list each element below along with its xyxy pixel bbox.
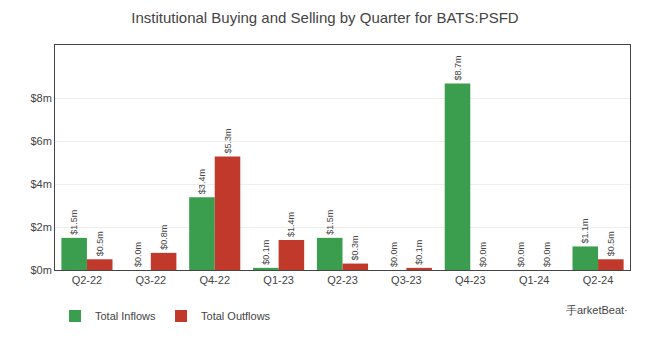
svg-text:$6m: $6m xyxy=(30,135,51,147)
svg-text:$8m: $8m xyxy=(30,92,51,104)
svg-text:$3.4m: $3.4m xyxy=(197,169,207,194)
svg-text:$0.1m: $0.1m xyxy=(261,240,271,265)
svg-text:Q1-23: Q1-23 xyxy=(263,274,294,286)
svg-text:Q3-22: Q3-22 xyxy=(136,274,167,286)
svg-text:Q4-22: Q4-22 xyxy=(199,274,230,286)
svg-text:Q2-22: Q2-22 xyxy=(72,274,103,286)
svg-text:$0.0m: $0.0m xyxy=(478,242,488,267)
svg-text:$0.5m: $0.5m xyxy=(95,231,105,256)
svg-text:$0.1m: $0.1m xyxy=(414,240,424,265)
svg-text:Institutional Buying and Selli: Institutional Buying and Selling by Quar… xyxy=(131,9,519,26)
svg-text:Q4-23: Q4-23 xyxy=(455,274,486,286)
svg-text:Q2-23: Q2-23 xyxy=(327,274,358,286)
svg-text:$1.5m: $1.5m xyxy=(325,210,335,235)
svg-text:$2m: $2m xyxy=(30,221,51,233)
svg-text:$0.3m: $0.3m xyxy=(350,236,360,261)
svg-text:$0.8m: $0.8m xyxy=(159,225,169,250)
svg-text:$4m: $4m xyxy=(30,178,51,190)
svg-text:$0m: $0m xyxy=(30,264,51,276)
svg-text:$0.0m: $0.0m xyxy=(542,242,552,267)
svg-text:$0.0m: $0.0m xyxy=(133,242,143,267)
svg-text:Q2-24: Q2-24 xyxy=(583,274,614,286)
svg-text:$1.5m: $1.5m xyxy=(69,210,79,235)
svg-text:Q1-24: Q1-24 xyxy=(519,274,550,286)
svg-text:Total Inflows: Total Inflows xyxy=(95,310,156,322)
svg-text:Q3-23: Q3-23 xyxy=(391,274,422,286)
svg-text:$8.7m: $8.7m xyxy=(453,56,463,81)
svg-text:$0.0m: $0.0m xyxy=(389,242,399,267)
svg-text:Total Outflows: Total Outflows xyxy=(201,310,271,322)
svg-text:$1.1m: $1.1m xyxy=(580,218,590,243)
svg-text:$1.4m: $1.4m xyxy=(286,212,296,237)
svg-text:$5.3m: $5.3m xyxy=(223,128,233,153)
svg-text:$0.5m: $0.5m xyxy=(606,231,616,256)
svg-text:$0.0m: $0.0m xyxy=(516,242,526,267)
svg-text:⼿arketBeat·: ⼿arketBeat· xyxy=(566,304,628,316)
